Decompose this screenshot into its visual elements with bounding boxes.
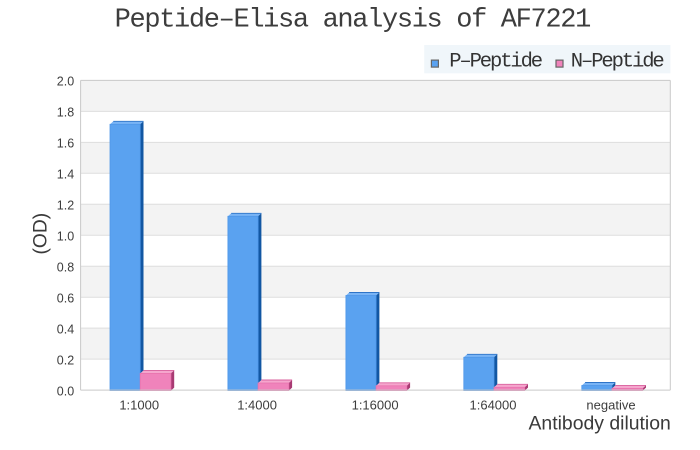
svg-text:Antibody dilution: Antibody dilution [529,413,671,435]
svg-text:2.0: 2.0 [57,75,74,89]
svg-text:N–Peptide: N–Peptide [571,50,664,73]
svg-text:0.2: 0.2 [57,353,74,367]
svg-text:1:64000: 1:64000 [470,398,517,413]
svg-text:1:4000: 1:4000 [237,398,277,413]
svg-text:1.0: 1.0 [57,229,74,243]
svg-text:P–Peptide: P–Peptide [449,50,542,73]
svg-text:negative: negative [586,398,635,413]
svg-text:0.4: 0.4 [57,322,74,336]
svg-text:1.6: 1.6 [57,137,74,151]
svg-text:0.0: 0.0 [57,384,74,398]
svg-text:Peptide–Elisa analysis of AF72: Peptide–Elisa analysis of AF7221 [115,6,590,36]
svg-text:0.8: 0.8 [57,260,74,274]
svg-text:1.8: 1.8 [57,106,74,120]
svg-text:0.6: 0.6 [57,291,74,305]
svg-text:1:16000: 1:16000 [352,398,399,413]
svg-text:1.4: 1.4 [57,168,74,182]
svg-text:1:1000: 1:1000 [119,398,159,413]
svg-text:1.2: 1.2 [57,198,74,212]
svg-text:(OD): (OD) [31,213,52,255]
